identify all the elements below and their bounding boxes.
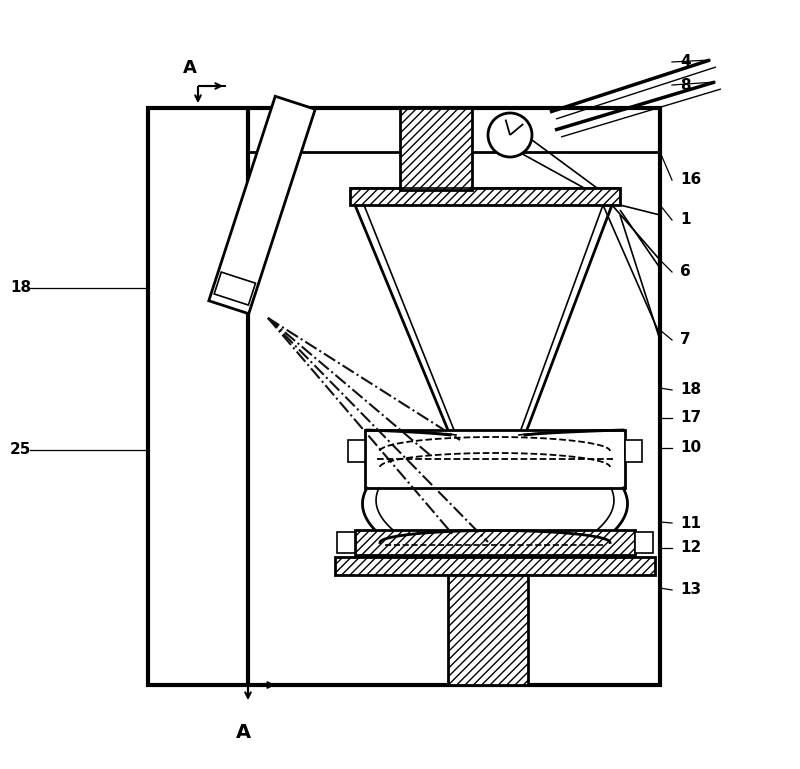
Text: 6: 6 — [680, 265, 690, 279]
Text: A: A — [235, 724, 250, 743]
Text: 10: 10 — [680, 441, 701, 455]
Polygon shape — [209, 96, 315, 314]
Bar — [448, 575, 528, 685]
Bar — [350, 188, 620, 205]
Bar — [355, 530, 635, 555]
Bar — [335, 557, 655, 575]
Text: A: A — [183, 59, 197, 77]
Bar — [337, 532, 355, 553]
Text: 16: 16 — [680, 172, 702, 188]
Bar — [635, 532, 653, 553]
Text: 17: 17 — [680, 411, 701, 425]
Text: 7: 7 — [680, 332, 690, 348]
Text: 11: 11 — [680, 515, 701, 531]
Bar — [625, 440, 642, 462]
Text: 13: 13 — [680, 582, 701, 598]
Bar — [348, 440, 365, 462]
Bar — [365, 430, 625, 488]
Text: 8: 8 — [680, 78, 690, 92]
Text: 25: 25 — [10, 442, 31, 458]
Text: 12: 12 — [680, 541, 702, 555]
Circle shape — [488, 113, 532, 157]
Polygon shape — [214, 272, 255, 305]
Text: 18: 18 — [680, 382, 701, 398]
Text: 4: 4 — [680, 55, 690, 69]
Bar — [400, 108, 472, 190]
Bar — [148, 108, 660, 685]
Text: 18: 18 — [10, 281, 31, 295]
Text: 1: 1 — [680, 212, 690, 228]
